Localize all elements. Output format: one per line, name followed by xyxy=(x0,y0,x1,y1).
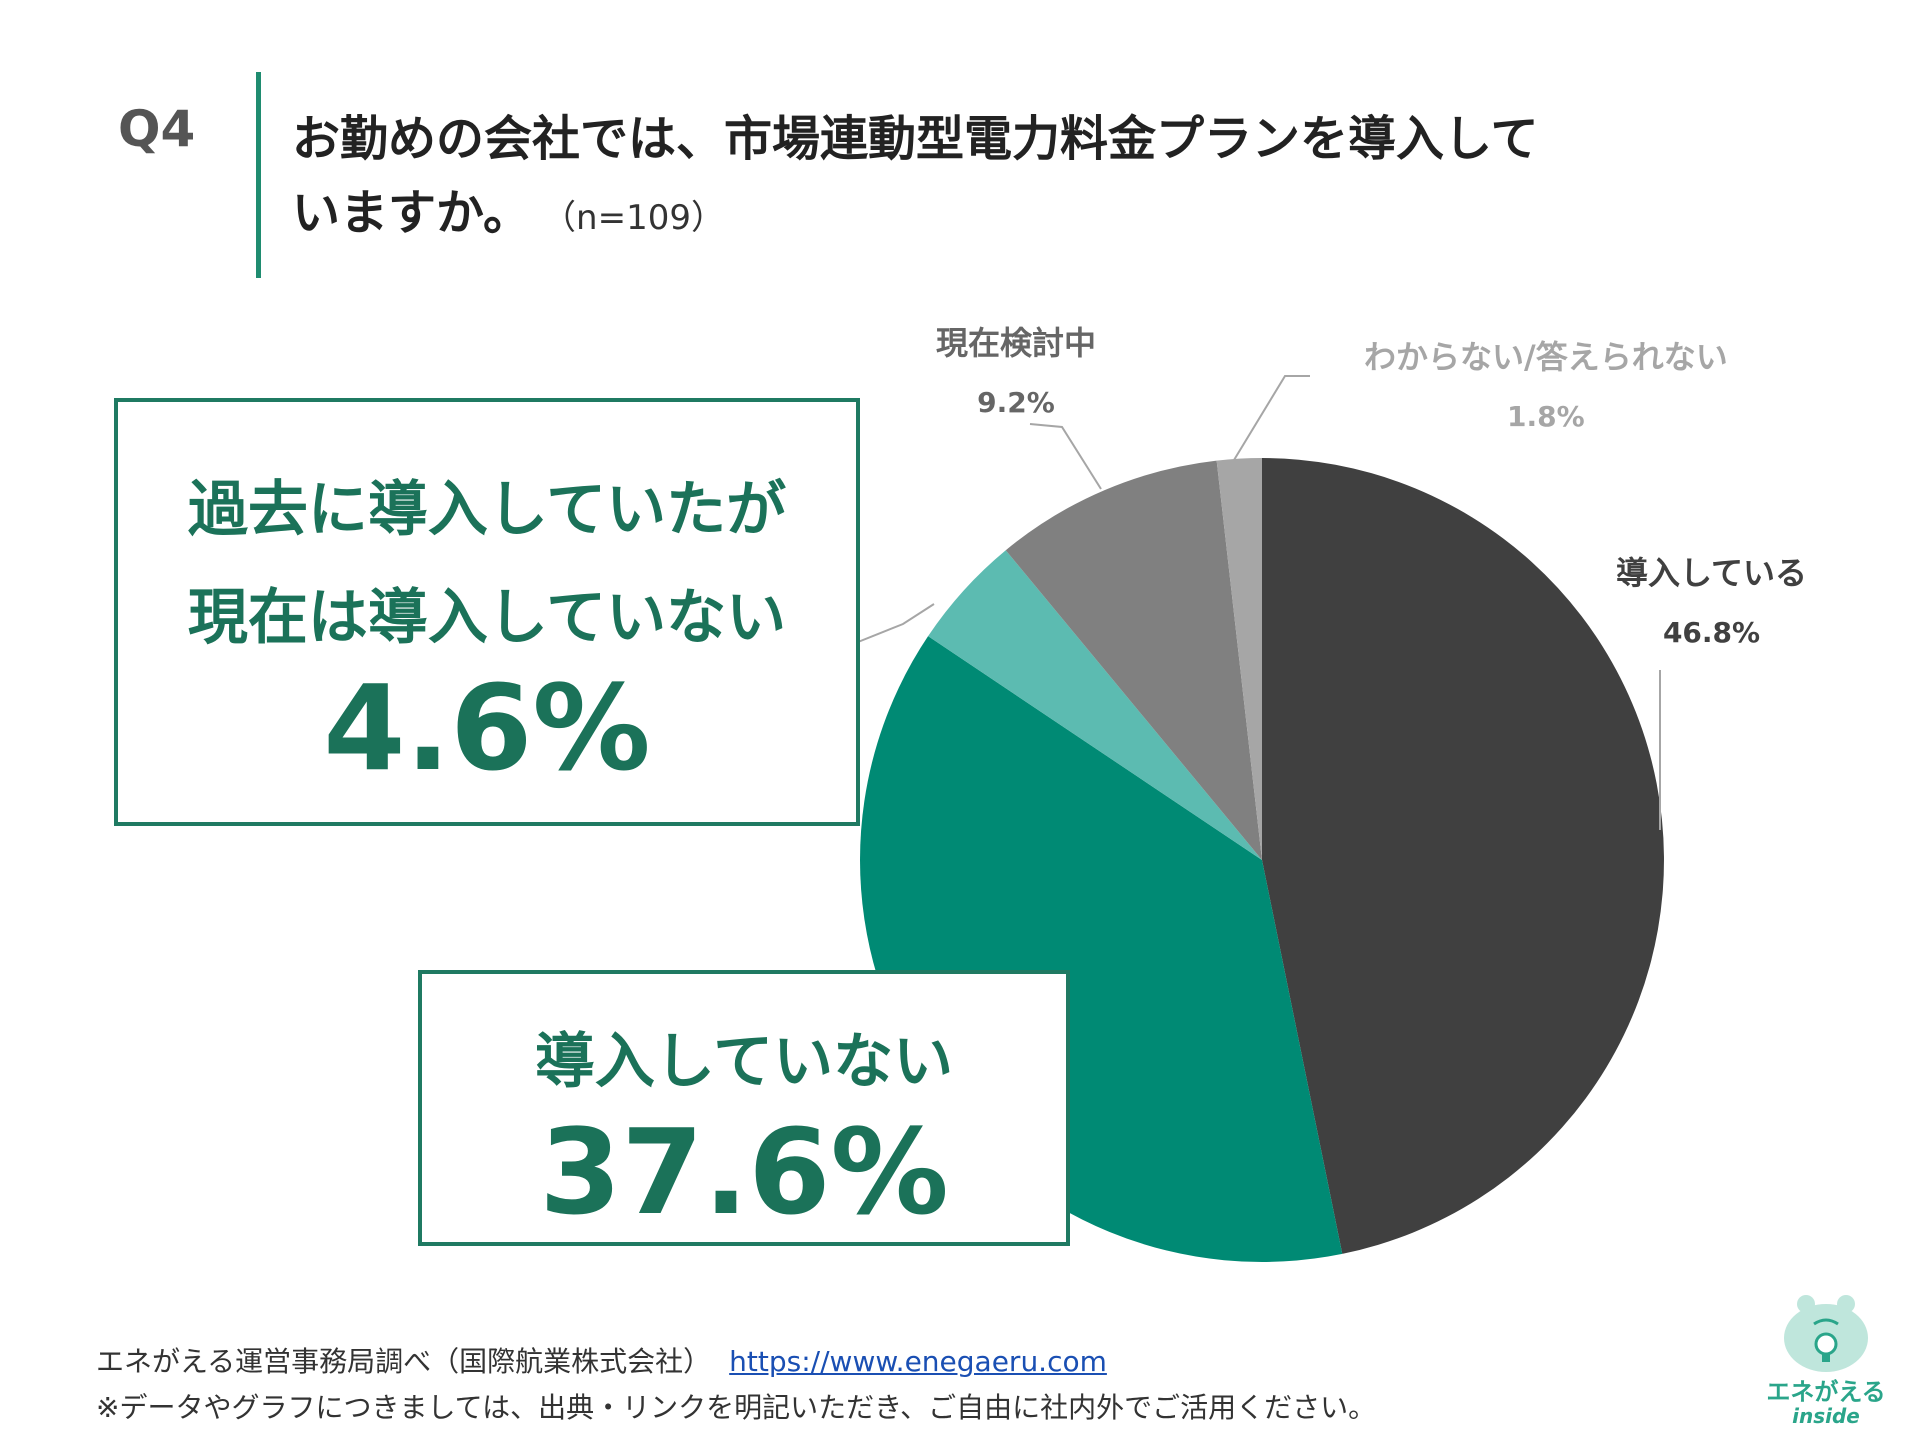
label-considering-pct: 9.2% xyxy=(977,386,1055,419)
pie-slice-5 xyxy=(1216,458,1262,860)
sample-size: （n=109） xyxy=(559,198,725,238)
leader-line-unknown xyxy=(1233,375,1310,461)
callout-not-introduced: 導入していない 37.6% xyxy=(418,970,1070,1246)
label-unknown-text: わからない/答えられない xyxy=(1364,338,1728,376)
label-introduced: 導入している 46.8% xyxy=(1616,548,1807,649)
footer-note: ※データやグラフにつきましては、出典・リンクを明記いただき、ご自由に社内外でご活… xyxy=(96,1391,1377,1424)
label-unknown: わからない/答えられない 1.8% xyxy=(1364,332,1728,433)
pie-slice-3 xyxy=(928,550,1262,860)
question-id: Q4 xyxy=(118,100,196,158)
header-divider xyxy=(256,72,261,278)
question-line-1: お勤めの会社では、市場連動型電力料金プランを導入して xyxy=(292,111,1539,167)
question-title: お勤めの会社では、市場連動型電力料金プランを導入して いますか。 （n=109） xyxy=(292,102,1692,255)
logo-text: エネがえる xyxy=(1766,1378,1886,1406)
question-line-2-text: いますか。 xyxy=(292,185,532,241)
callout-past-introduced: 過去に導入していたが 現在は導入していない 4.6% xyxy=(114,398,860,826)
pie-slice-4 xyxy=(1005,460,1262,860)
label-considering-text: 現在検討中 xyxy=(936,324,1097,362)
question-line-2: いますか。 （n=109） xyxy=(292,176,1692,255)
logo-sub: inside xyxy=(1792,1404,1860,1428)
callout-past-line-1: 過去に導入していたが xyxy=(187,475,787,545)
callout-past-pct: 4.6% xyxy=(323,659,651,797)
leader-line-considering xyxy=(1029,423,1102,490)
enegaeru-logo: エネがえる inside xyxy=(1756,1282,1896,1432)
pie-slice-1 xyxy=(1262,458,1664,1254)
footer-source: エネがえる運営事務局調べ（国際航業株式会社） https://www.enegae… xyxy=(96,1340,1107,1380)
leader-lines xyxy=(857,375,1661,830)
leader-line-past xyxy=(857,603,935,643)
callout-not-introduced-pct: 37.6% xyxy=(539,1103,949,1241)
label-introduced-pct: 46.8% xyxy=(1662,616,1761,649)
callout-not-introduced-label: 導入していない xyxy=(534,1027,954,1097)
footer-link[interactable]: https://www.enegaeru.com xyxy=(729,1345,1107,1378)
logo-mascot-icon xyxy=(1784,1295,1868,1372)
label-considering: 現在検討中 9.2% xyxy=(936,318,1096,419)
label-introduced-text: 導入している xyxy=(1616,554,1808,592)
callout-past-line-2: 現在は導入していない xyxy=(187,583,787,653)
label-unknown-pct: 1.8% xyxy=(1507,400,1585,433)
footer-source-text: エネがえる運営事務局調べ（国際航業株式会社） xyxy=(96,1345,712,1378)
